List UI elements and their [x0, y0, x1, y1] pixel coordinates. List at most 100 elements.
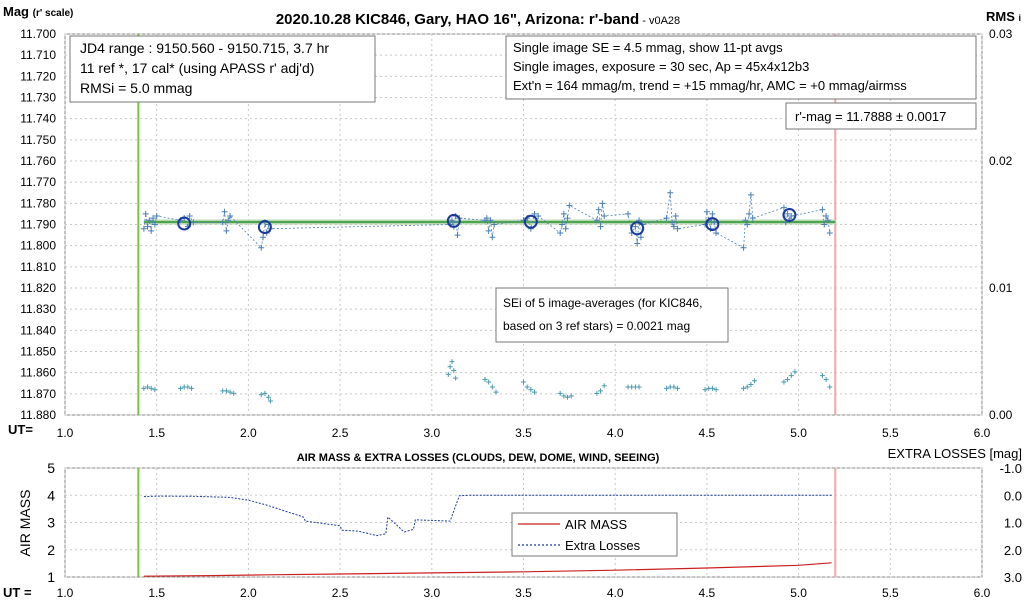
- rmsi-point: [636, 384, 642, 390]
- ut-tick-label: 5.0: [790, 426, 807, 440]
- image-average-point: [257, 220, 272, 235]
- legend: AIR MASS Extra Losses: [511, 512, 678, 557]
- bottom-ut-tick-label: 2.5: [332, 586, 349, 600]
- image-average-point: [705, 217, 720, 232]
- single-image-point: [483, 215, 490, 222]
- svg-text:RMSi = 5.0 mmag: RMSi = 5.0 mmag: [80, 80, 192, 96]
- single-image-point: [780, 204, 787, 211]
- mag-tick-label: 11.840: [20, 323, 56, 337]
- mag-tick-label: 11.790: [20, 218, 56, 232]
- single-image-point: [709, 210, 716, 217]
- rmsi-point: [532, 389, 538, 395]
- image-average-point: [177, 216, 192, 231]
- rmsi-point: [231, 390, 237, 396]
- ut-tick-label: 1.0: [57, 426, 74, 440]
- rmsi-point: [568, 393, 574, 399]
- single-image-point: [142, 210, 149, 217]
- rmsi-point: [744, 384, 750, 390]
- single-image-point: [826, 229, 833, 236]
- rmsi-point: [819, 373, 825, 379]
- rmsi-point: [741, 385, 747, 391]
- rmsi-points: [141, 359, 833, 404]
- svg-text:SEi of 5 image-averages (for K: SEi of 5 image-averages (for KIC846,: [503, 296, 702, 310]
- rmsi-point: [598, 388, 604, 394]
- airmass-plot: 1 2 3 4 5 -1.0 0.0 1.0 2.0 3.0 1.0 1.5 2.0 2.5 3.0 3.…: [3, 446, 1022, 600]
- bottom-ut-axis-label: UT =: [3, 585, 32, 600]
- rms-tick-label: 0.01: [989, 281, 1013, 295]
- rmsi-point: [792, 369, 798, 375]
- rmsi-point: [713, 387, 719, 393]
- single-image-point: [711, 219, 718, 226]
- single-image-point: [223, 227, 230, 234]
- rmsi-point: [178, 385, 184, 391]
- rmsi-point: [528, 387, 534, 393]
- svg-text:Ext'n = 164 mmag/m, trend = +: Ext'n = 164 mmag/m, trend = +15 mmag/hr,…: [513, 78, 907, 93]
- chart-title: 2020.10.28 KIC846, Gary, HAO 16", Arizon…: [276, 11, 680, 28]
- single-image-connector: [143, 192, 831, 249]
- single-image-point: [186, 213, 193, 220]
- magnitude-plot: 11.700 11.710 11.720 11.730 11.740 11.750 11.7…: [3, 4, 1021, 440]
- single-image-point: [632, 223, 639, 230]
- mag-tick-label: 11.860: [20, 366, 56, 380]
- single-image-point: [670, 223, 677, 230]
- rmsi-point: [141, 385, 147, 391]
- ut-tick-label: 6.0: [974, 426, 991, 440]
- single-image-point: [667, 189, 674, 196]
- bottom-boundary-lines: [137, 468, 837, 577]
- rmsi-point: [145, 384, 151, 390]
- single-image-point: [491, 221, 498, 228]
- legend-extra-losses-label: Extra Losses: [565, 538, 641, 553]
- ut-tick-label: 2.5: [332, 426, 349, 440]
- bottom-ut-tick-label: 4.0: [607, 586, 624, 600]
- airmass-series: [143, 494, 832, 577]
- image-average-point: [630, 221, 645, 236]
- single-image-point: [824, 217, 831, 224]
- single-image-point: [221, 208, 228, 215]
- rms-tick-label: 0.03: [989, 27, 1013, 41]
- single-image-point: [153, 213, 160, 220]
- mag-tick-label: 11.710: [20, 48, 56, 62]
- airmass-tick-label: 5: [47, 460, 55, 476]
- rmsi-point: [266, 394, 272, 400]
- single-image-point: [663, 215, 670, 222]
- single-image-point: [564, 215, 571, 222]
- bottom-ut-tick-label: 5.0: [790, 586, 807, 600]
- single-image-point: [557, 229, 564, 236]
- single-image-point: [227, 213, 234, 220]
- mag-axis-tick-labels: 11.700 11.710 11.720 11.730 11.740 11.750 11.7…: [20, 27, 56, 422]
- rmsi-point: [445, 371, 451, 377]
- rmsi-point: [675, 385, 681, 391]
- image-average-point: [523, 214, 538, 229]
- rmsi-point: [447, 364, 453, 370]
- rmsi-point: [671, 384, 677, 390]
- single-image-point: [821, 221, 828, 228]
- mag-tick-label: 11.810: [20, 260, 56, 274]
- extra-losses-tick-label: 0.0: [1004, 488, 1022, 503]
- airmass-axis-label: AIR MASS: [17, 490, 33, 557]
- rmsi-point: [524, 384, 530, 390]
- single-image-point: [669, 219, 676, 226]
- rmsi-point: [565, 394, 571, 400]
- mag-tick-label: 11.720: [20, 69, 56, 83]
- rmsi-point: [823, 376, 829, 382]
- rmsi-point: [262, 390, 268, 396]
- rmsi-point: [709, 385, 715, 391]
- bottom-ut-tick-label: 2.0: [240, 586, 257, 600]
- single-image-point: [703, 208, 710, 215]
- airmass-tick-label: 2: [47, 542, 55, 558]
- single-image-point: [225, 217, 232, 224]
- airmass-axis-tick-labels: 1 2 3 4 5: [47, 460, 55, 585]
- single-image-point: [744, 221, 751, 228]
- single-image-point: [746, 210, 753, 217]
- single-image-point: [489, 234, 496, 241]
- bottom-ut-axis-tick-labels: 1.0 1.5 2.0 2.5 3.0 3.5 4.0 4.5 5.0 5.5 6.0: [57, 586, 991, 600]
- bottom-ut-tick-label: 1.5: [148, 586, 165, 600]
- single-image-point: [146, 217, 153, 224]
- airmass-tick-label: 4: [47, 487, 55, 503]
- ut-tick-label: 2.0: [240, 426, 257, 440]
- rmsi-point: [453, 375, 459, 381]
- rmsi-point: [482, 376, 488, 382]
- single-image-point: [784, 210, 791, 217]
- single-image-point: [599, 200, 606, 207]
